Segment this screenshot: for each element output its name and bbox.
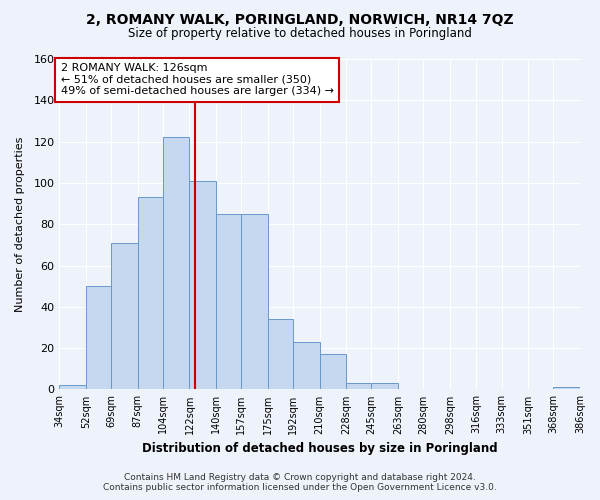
Text: 2 ROMANY WALK: 126sqm
← 51% of detached houses are smaller (350)
49% of semi-det: 2 ROMANY WALK: 126sqm ← 51% of detached … (61, 63, 334, 96)
Bar (371, 383, 398, 390)
Bar (216, 214, 241, 390)
Bar (111, 243, 138, 390)
Y-axis label: Number of detached properties: Number of detached properties (15, 136, 25, 312)
Bar (346, 383, 371, 390)
X-axis label: Distribution of detached houses by size in Poringland: Distribution of detached houses by size … (142, 442, 497, 455)
Bar (241, 214, 268, 390)
Bar (86, 286, 111, 390)
Bar (190, 181, 216, 390)
Bar (138, 198, 163, 390)
Bar (320, 354, 346, 390)
Bar (293, 342, 320, 390)
Bar (59, 386, 86, 390)
Text: Size of property relative to detached houses in Poringland: Size of property relative to detached ho… (128, 28, 472, 40)
Bar (163, 138, 190, 390)
Bar (553, 388, 580, 390)
Text: 2, ROMANY WALK, PORINGLAND, NORWICH, NR14 7QZ: 2, ROMANY WALK, PORINGLAND, NORWICH, NR1… (86, 12, 514, 26)
Bar (268, 319, 293, 390)
Text: Contains HM Land Registry data © Crown copyright and database right 2024.
Contai: Contains HM Land Registry data © Crown c… (103, 473, 497, 492)
